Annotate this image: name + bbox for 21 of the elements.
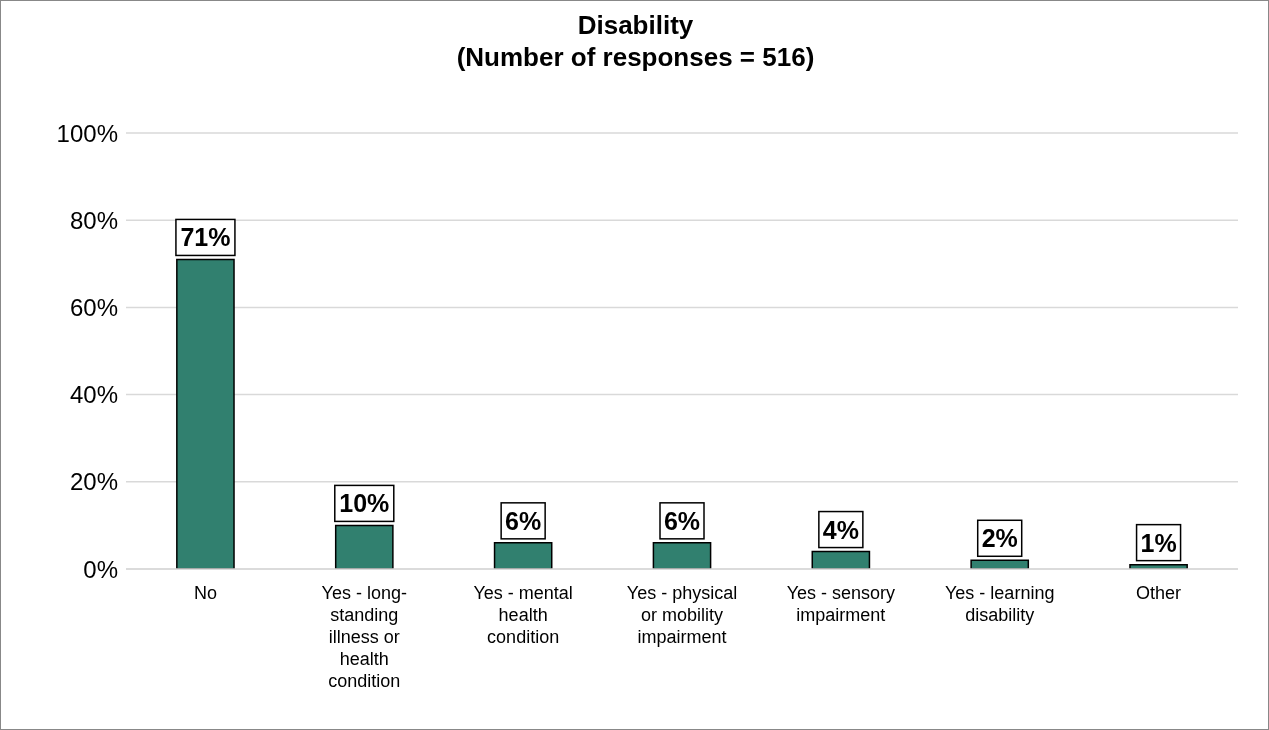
y-tick-label: 80% (69, 206, 118, 234)
x-tick-label: No (193, 583, 217, 603)
y-tick-label: 100% (56, 119, 118, 147)
chart-title: Disability (Number of responses = 516) (455, 9, 816, 73)
data-label: 4% (822, 515, 859, 544)
x-tick-label: Yes - sensory impairment (786, 583, 896, 625)
x-tick-label: Other (1136, 583, 1182, 603)
data-label: 6% (663, 506, 701, 535)
data-label: 6% (505, 506, 542, 535)
x-tick-label: Yes - learning disability (945, 583, 1055, 625)
y-tick-label: 0% (83, 555, 118, 583)
data-label: 1% (1140, 528, 1177, 557)
y-tick-label: 60% (69, 293, 118, 321)
data-label: 2% (981, 524, 1018, 553)
x-tick-label: Yes - long-standing illness or health condition (321, 583, 407, 691)
data-label: 10% (339, 489, 390, 518)
x-tick-label: Yes - physical or mobility impairment (626, 583, 738, 647)
data-label: 71% (180, 223, 231, 252)
y-tick-label: 20% (69, 468, 118, 496)
x-tick-label: Yes - mental health condition (473, 583, 573, 647)
y-tick-label: 40% (69, 381, 118, 409)
